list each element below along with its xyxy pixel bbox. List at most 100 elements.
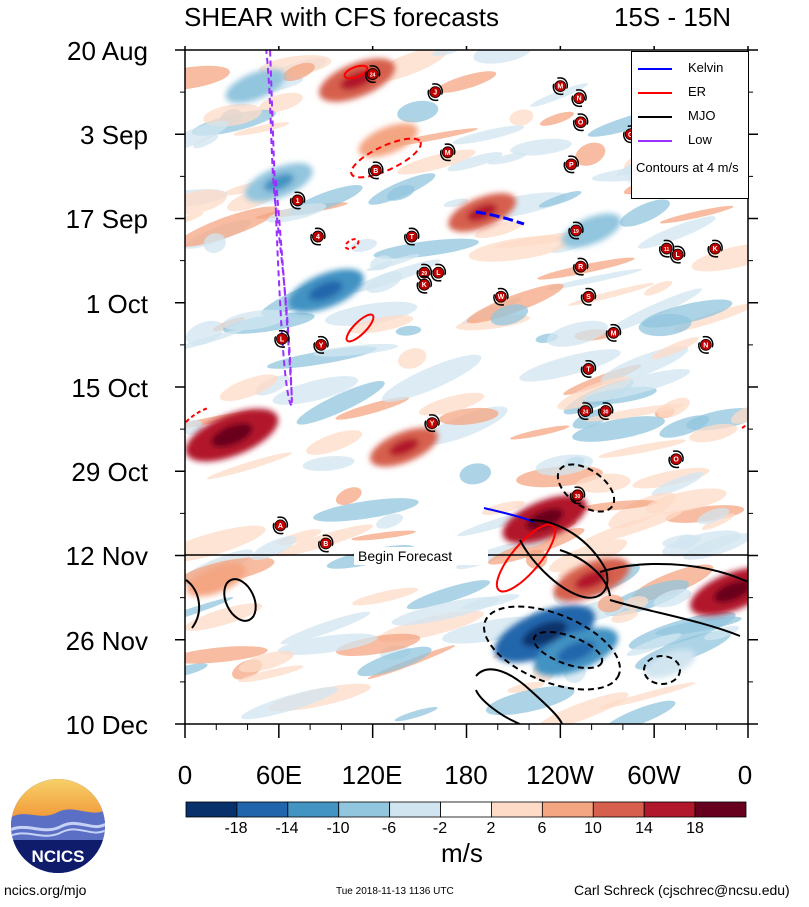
- storm-label: Y: [430, 421, 435, 428]
- footer-link[interactable]: ncics.org/mjo: [4, 882, 87, 898]
- storm-dot: [276, 332, 288, 345]
- y-tick-label: 3 Sep: [80, 120, 148, 150]
- kelvin-contour: [475, 210, 525, 226]
- storm-label: T: [410, 234, 415, 241]
- legend-swatch: [638, 140, 672, 142]
- storm-swirl: [274, 329, 290, 348]
- storm-swirl: [552, 77, 569, 96]
- er-contour: [185, 407, 209, 423]
- shear-speckle: [306, 430, 363, 455]
- storm-label: B: [373, 168, 378, 175]
- shear-speckle: [302, 455, 355, 472]
- shear-speckle: [203, 103, 262, 127]
- colorbar-swatch: [236, 801, 289, 818]
- storm-label: W: [498, 294, 505, 301]
- y-tick-label: 20 Aug: [67, 36, 148, 66]
- storm-label: K: [713, 246, 718, 253]
- shear-speckle: [350, 238, 377, 252]
- shear-speckle: [460, 594, 520, 610]
- storm-label: M: [445, 150, 451, 157]
- shear-speckle: [597, 594, 624, 613]
- shear-speckle: [185, 646, 268, 664]
- y-tick-label: 12 Nov: [65, 541, 148, 571]
- er-contour: [495, 523, 557, 593]
- shear-speckle: [282, 62, 315, 82]
- shear-speckle: [278, 633, 378, 655]
- storm-swirl: [571, 89, 587, 108]
- anomaly-core: [522, 620, 568, 647]
- storm-label: L: [675, 252, 680, 259]
- storm-label: 19: [573, 229, 579, 235]
- storm-dot: [554, 80, 567, 93]
- storm-dot: [274, 519, 287, 532]
- shear-speckle: [185, 329, 243, 352]
- colorbar: [185, 801, 747, 818]
- storm-label: P: [569, 162, 574, 169]
- storm-dot: [660, 242, 673, 255]
- storm-swirl: [404, 227, 420, 246]
- shear-speckle: [185, 189, 227, 215]
- storm-dot: [429, 86, 442, 99]
- storm-label: L: [280, 336, 285, 343]
- storm-dot: [574, 116, 587, 129]
- y-tick-label: 29 Oct: [71, 457, 148, 487]
- er-contour: [345, 313, 375, 343]
- storm-dot: [315, 338, 327, 351]
- shear-speckle: [251, 535, 297, 561]
- colorbar-swatch: [643, 801, 696, 818]
- storm-swirl: [563, 155, 580, 174]
- ncics-logo[interactable]: NCICS: [10, 778, 106, 874]
- colorbar-swatch: [491, 801, 543, 818]
- storm-dot: [426, 417, 438, 430]
- storm-swirl: [707, 239, 723, 258]
- x-tick-label: 120E: [341, 760, 403, 790]
- storm-label: B: [323, 541, 328, 548]
- shear-speckle: [373, 238, 479, 259]
- shear-speckle: [313, 343, 398, 357]
- shear-speckle: [397, 100, 439, 123]
- storm-swirl: [572, 257, 589, 276]
- x-tick-label: 180: [444, 760, 488, 790]
- storm-swirl: [313, 335, 329, 354]
- colorbar-tick-label: -14: [275, 820, 299, 837]
- storm-marker: Y: [313, 335, 329, 354]
- shear-speckle: [490, 304, 529, 326]
- er-contour: [343, 64, 369, 80]
- shear-speckle: [701, 513, 735, 531]
- x-tick-label: 120W: [526, 760, 594, 790]
- shear-speckle: [259, 92, 303, 113]
- storm-marker: P: [563, 155, 580, 174]
- mjo-contour: [223, 578, 257, 622]
- shear-speckle: [447, 151, 503, 172]
- storm-swirl: [272, 516, 289, 535]
- shear-speckle: [691, 243, 748, 272]
- shear-speckle: [509, 109, 534, 126]
- storm-dot: [709, 242, 722, 255]
- shear-speckle: [626, 633, 682, 657]
- storm-swirl: [439, 143, 456, 162]
- low-contour: [265, 50, 294, 408]
- colorbar-tick-label: -6: [381, 820, 397, 837]
- colorbar-tick-label: 10: [584, 820, 602, 837]
- legend-item-kelvin: Kelvin: [636, 60, 746, 76]
- storm-label: 11: [664, 247, 670, 253]
- storm-label: M: [557, 84, 563, 91]
- storm-marker: B: [368, 161, 384, 180]
- shear-speckle: [697, 507, 730, 525]
- storm-label: 30: [575, 494, 581, 500]
- mjo-contour: [559, 549, 611, 597]
- storm-marker: 1: [289, 191, 306, 210]
- shear-speckle: [395, 325, 422, 336]
- storm-marker: J: [427, 83, 443, 102]
- storm-marker: K: [707, 239, 723, 258]
- shear-speckle: [443, 198, 469, 208]
- shear-speckle: [704, 625, 740, 641]
- axis-ticks: [175, 46, 758, 738]
- storm-label: N: [703, 342, 708, 349]
- shear-speckle: [185, 525, 266, 563]
- shear-speckle: [357, 646, 432, 677]
- storm-marker: O: [572, 113, 589, 132]
- storm-swirl: [572, 113, 589, 132]
- storm-swirl: [577, 402, 594, 420]
- storm-dot: [565, 158, 578, 171]
